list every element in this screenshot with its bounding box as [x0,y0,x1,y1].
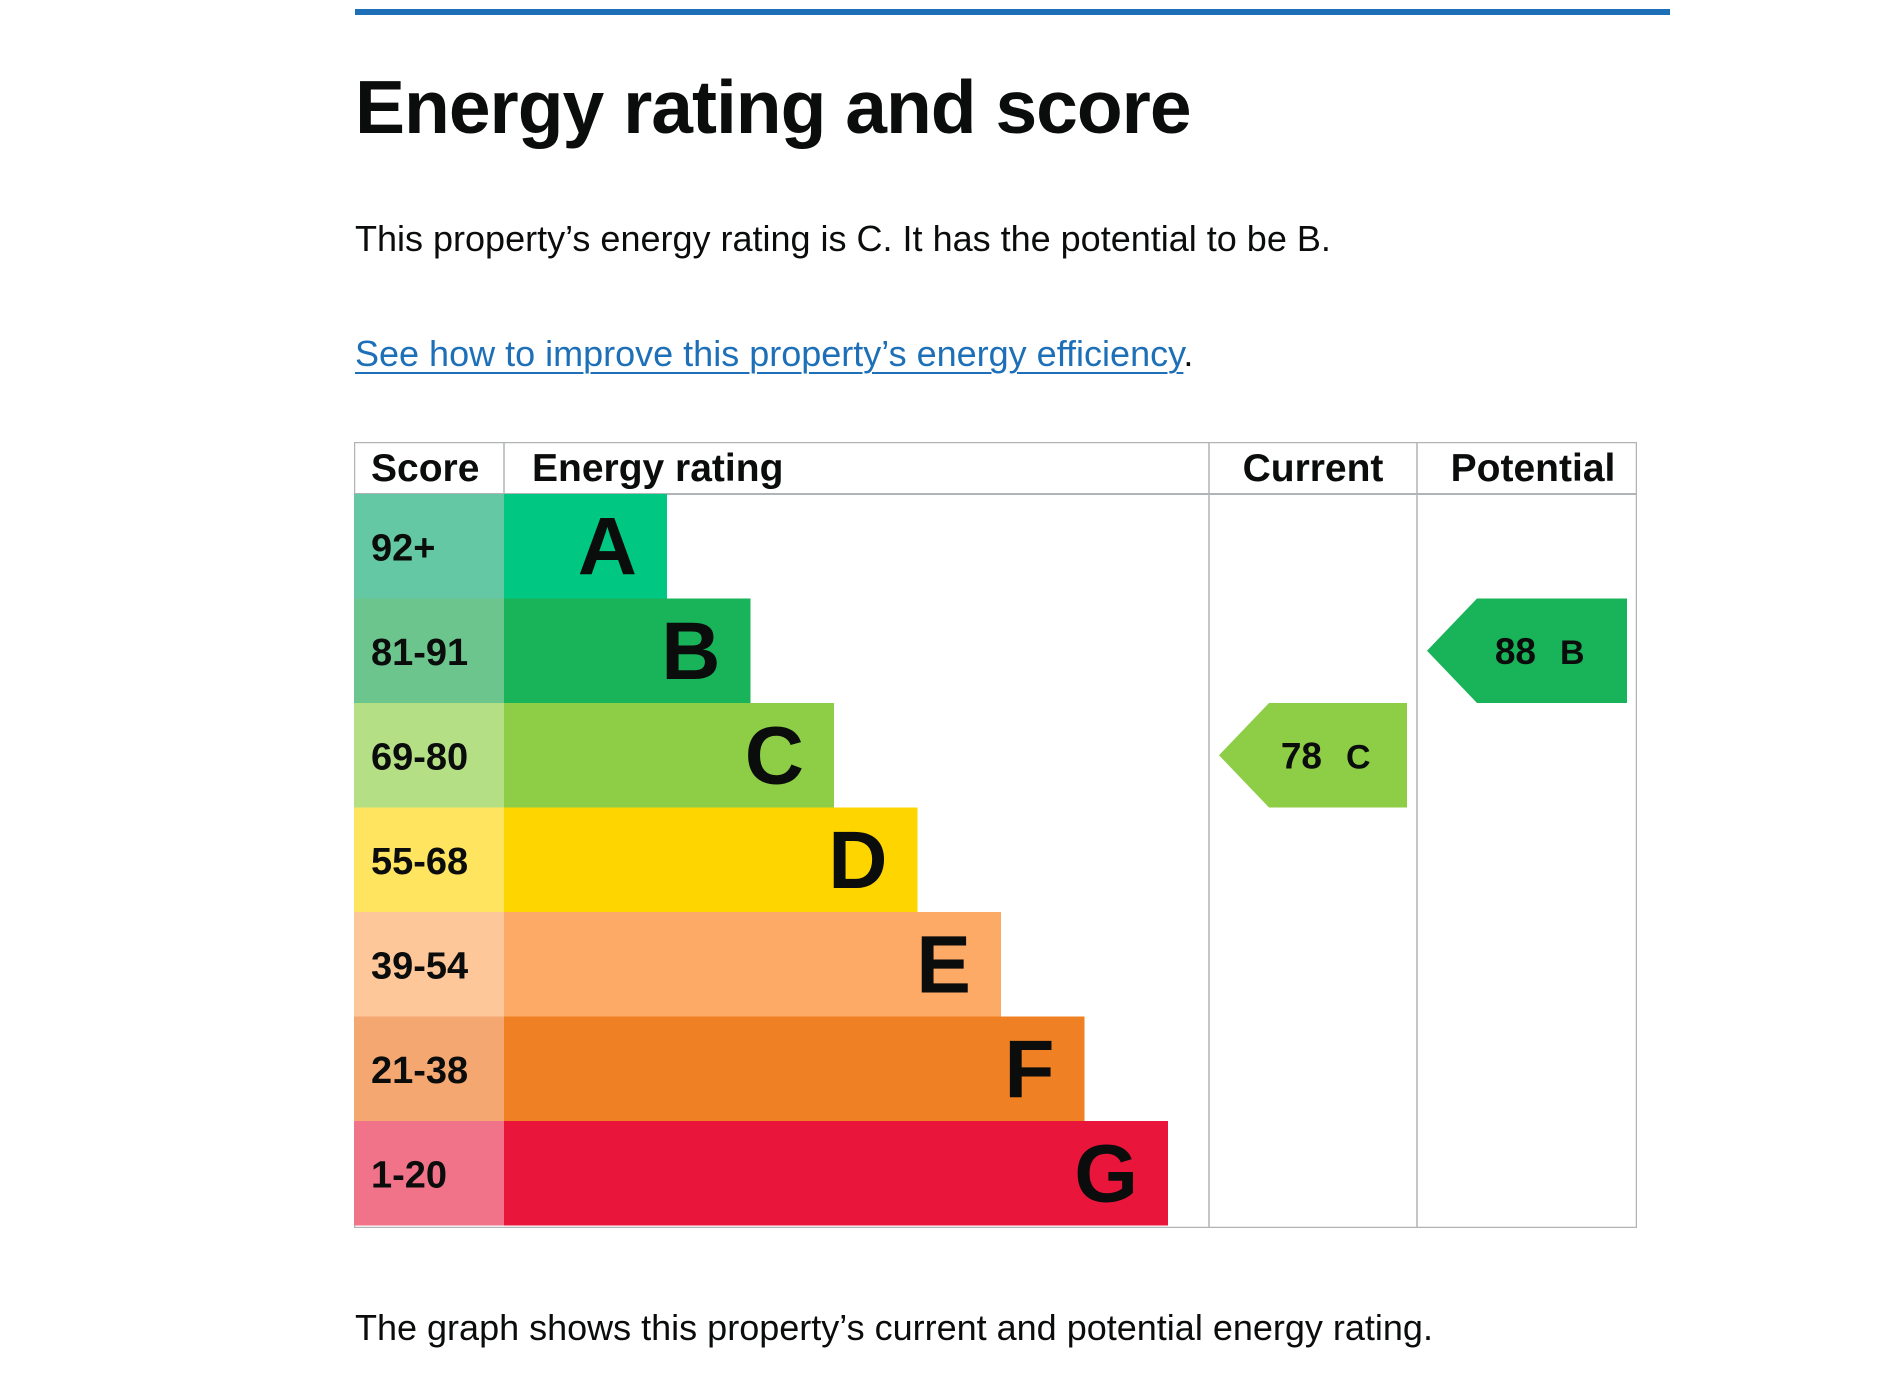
rating-bar-c [504,703,834,808]
potential-rating-marker: 88 B [1427,598,1627,703]
potential-rating-marker-arrow [1427,598,1627,703]
rating-letter-e: E [916,919,971,1010]
rating-letter-c: C [745,710,804,801]
score-label-f: 21-38 [371,1050,468,1092]
rating-bar-a [504,494,667,599]
score-label-g: 1-20 [371,1154,447,1196]
score-cell-a [354,494,504,599]
improve-paragraph: See how to improve this property’s energ… [355,330,1193,378]
energy-rating-chart: Score Energy rating Current Potential 92… [354,442,1637,1228]
header-potential: Potential [1451,447,1616,490]
rating-letter-a: A [578,501,637,592]
rating-letter-f: F [1004,1024,1054,1115]
score-cell-g [354,1121,504,1226]
score-label-e: 39-54 [371,945,468,987]
score-cell-f [354,1016,504,1121]
score-cell-b [354,598,504,703]
potential-rating-marker-score: 88 [1495,631,1536,672]
potential-rating-marker-letter: B [1560,634,1585,672]
score-label-a: 92+ [371,527,435,569]
score-label-d: 55-68 [371,841,468,883]
header-energy-rating: Energy rating [532,447,783,490]
rating-bar-b [504,598,751,703]
score-cell-d [354,807,504,912]
score-label-c: 69-80 [371,736,468,778]
chart-footnote: The graph shows this property’s current … [355,1307,1433,1348]
top-rule [355,9,1670,15]
score-label-b: 81-91 [371,632,468,674]
rating-markers: 78 C 88 B [1219,598,1627,808]
rating-bar-f [504,1016,1085,1121]
page-title: Energy rating and score [355,65,1192,149]
current-rating-marker-letter: C [1346,738,1371,776]
current-rating-marker-arrow [1219,703,1407,808]
current-rating-marker-score: 78 [1281,735,1322,776]
rating-bar-e [504,912,1001,1017]
improve-suffix: . [1183,333,1194,374]
improve-efficiency-link[interactable]: See how to improve this property’s energ… [355,333,1184,374]
score-cell-c [354,703,504,808]
rating-letter-b: B [661,606,720,697]
rating-summary: This property’s energy rating is C. It h… [355,218,1331,259]
current-rating-marker: 78 C [1219,703,1407,808]
rating-letter-d: D [828,815,887,906]
header-current: Current [1243,447,1384,490]
header-score: Score [371,447,479,490]
score-cell-e [354,912,504,1017]
rating-bar-d [504,807,918,912]
rating-letter-g: G [1074,1128,1138,1219]
rating-bar-g [504,1121,1168,1226]
rating-bands: 92+ A 81-91 B 69-80 C 55-68 D 39-54 E 21-38 F 1-20 G [354,494,1168,1226]
